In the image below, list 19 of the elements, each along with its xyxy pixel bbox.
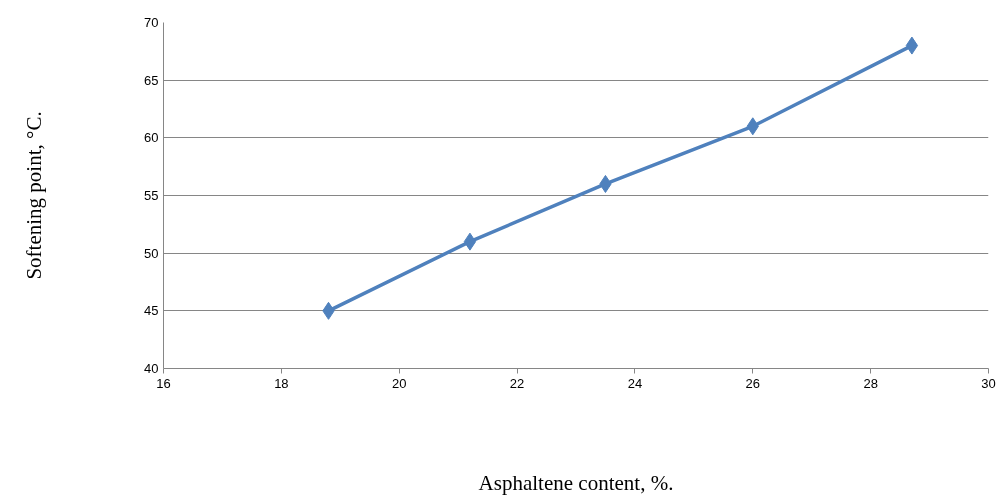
x-tick-label: 26 bbox=[745, 375, 761, 391]
y-tick-label: 70 bbox=[144, 15, 159, 30]
y-tick-label: 50 bbox=[144, 245, 159, 261]
y-axis-title: Softening point, °C. bbox=[22, 111, 47, 280]
x-tick-label: 28 bbox=[863, 375, 878, 391]
y-tick-label: 45 bbox=[144, 303, 159, 319]
y-tick-label: 55 bbox=[144, 188, 159, 203]
y-tick-label: 40 bbox=[144, 361, 159, 376]
point bbox=[463, 232, 477, 251]
x-tick-label: 24 bbox=[627, 375, 643, 391]
y-tick-label: 60 bbox=[144, 130, 159, 146]
x-tick-label: 22 bbox=[509, 375, 525, 391]
point bbox=[905, 36, 919, 55]
x-tick-label: 18 bbox=[274, 375, 289, 391]
x-tick-label: 16 bbox=[156, 375, 171, 391]
y-tick-label: 65 bbox=[144, 72, 159, 88]
x-axis-title: Asphaltene content, %. bbox=[478, 470, 674, 495]
x-tick-label: 20 bbox=[391, 375, 407, 391]
x-tick-label: 30 bbox=[981, 375, 996, 391]
